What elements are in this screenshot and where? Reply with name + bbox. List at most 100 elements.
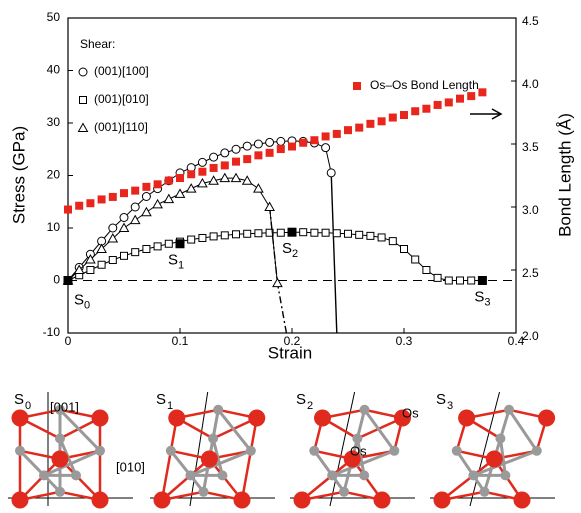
figure: Strain Stress (GPa) Bond Length (Å) Shea… bbox=[0, 0, 581, 513]
panel-sub: 0 bbox=[25, 400, 31, 412]
atom-gray bbox=[217, 470, 227, 480]
y2-axis-label: Bond Length (Å) bbox=[555, 113, 574, 237]
marker bbox=[412, 256, 419, 263]
atom-gray bbox=[500, 470, 510, 480]
marker bbox=[109, 224, 117, 232]
atom-red bbox=[374, 492, 391, 509]
atom-red bbox=[12, 492, 29, 509]
marker bbox=[132, 249, 139, 256]
marker bbox=[389, 238, 396, 245]
atom-gray bbox=[185, 470, 195, 480]
marker bbox=[131, 203, 139, 211]
marker bbox=[310, 136, 318, 144]
panel-note: Os bbox=[350, 443, 367, 458]
state-sub: 1 bbox=[178, 260, 184, 272]
y-axis-label: Stress (GPa) bbox=[9, 126, 28, 224]
marker bbox=[154, 243, 161, 250]
panel-label: S bbox=[436, 391, 446, 408]
y-tick-label: 30 bbox=[47, 115, 61, 129]
atom-gray bbox=[213, 405, 223, 415]
atom-gray bbox=[495, 434, 505, 444]
marker bbox=[353, 82, 361, 90]
y2-tick-label: 4.5 bbox=[522, 14, 539, 28]
panel-sub: 1 bbox=[167, 400, 173, 412]
marker bbox=[232, 145, 240, 153]
fracture-line bbox=[331, 173, 337, 333]
atom-gray bbox=[309, 446, 319, 456]
y2-tick-label: 4.0 bbox=[522, 77, 539, 91]
atom-gray bbox=[468, 470, 478, 480]
atom-gray bbox=[359, 470, 369, 480]
atom-gray bbox=[327, 470, 337, 480]
atom-gray bbox=[479, 487, 489, 497]
atom-red bbox=[52, 451, 69, 468]
atom-red bbox=[92, 492, 109, 509]
marker bbox=[254, 184, 263, 192]
state-point bbox=[64, 276, 73, 285]
y2-tick-label: 3.0 bbox=[522, 203, 539, 217]
atom-gray bbox=[532, 446, 542, 456]
legend-label: (001)[010] bbox=[94, 92, 149, 106]
state-point bbox=[176, 239, 185, 248]
marker bbox=[255, 230, 262, 237]
marker bbox=[467, 92, 475, 100]
marker bbox=[198, 168, 206, 176]
marker bbox=[422, 105, 430, 113]
marker bbox=[142, 208, 151, 216]
state-label: S bbox=[74, 291, 84, 308]
state-point bbox=[478, 276, 487, 285]
marker bbox=[153, 200, 162, 208]
panel-sub: 3 bbox=[447, 400, 453, 412]
marker bbox=[221, 232, 228, 239]
marker bbox=[80, 97, 87, 104]
y2-tick-label: 2.0 bbox=[522, 329, 539, 343]
marker bbox=[445, 277, 452, 284]
x-tick-label: 0 bbox=[65, 334, 72, 348]
atom-red bbox=[168, 410, 185, 427]
marker bbox=[411, 107, 419, 115]
marker bbox=[121, 252, 128, 259]
marker bbox=[244, 230, 251, 237]
marker bbox=[378, 117, 386, 125]
state-sub: 2 bbox=[292, 248, 298, 260]
marker bbox=[333, 130, 341, 138]
marker bbox=[221, 149, 229, 157]
atom-gray bbox=[166, 446, 176, 456]
marker bbox=[378, 234, 385, 241]
marker bbox=[434, 274, 441, 281]
marker bbox=[367, 232, 374, 239]
marker bbox=[198, 158, 206, 166]
atom-red bbox=[314, 410, 331, 427]
y-tick-label: 20 bbox=[47, 168, 61, 182]
atom-gray bbox=[504, 405, 514, 415]
marker bbox=[333, 230, 340, 237]
marker bbox=[187, 170, 195, 178]
marker bbox=[345, 230, 352, 237]
state-point bbox=[288, 228, 297, 237]
panel-label: S bbox=[296, 391, 306, 408]
marker bbox=[400, 111, 408, 119]
marker bbox=[445, 98, 453, 106]
atom-red bbox=[201, 451, 218, 468]
marker bbox=[265, 203, 274, 211]
atom-red bbox=[294, 492, 311, 509]
marker bbox=[254, 151, 262, 159]
marker bbox=[457, 277, 464, 284]
marker bbox=[322, 144, 330, 152]
marker bbox=[266, 138, 274, 146]
marker bbox=[355, 124, 363, 132]
marker bbox=[232, 158, 240, 166]
atom-gray bbox=[246, 446, 256, 456]
y-tick-label: 40 bbox=[47, 63, 61, 77]
marker bbox=[423, 267, 430, 274]
marker bbox=[176, 189, 185, 197]
structure-panel: S1 bbox=[150, 391, 275, 509]
atom-red bbox=[458, 410, 475, 427]
state-sub: 0 bbox=[84, 299, 90, 311]
atom-gray bbox=[55, 487, 65, 497]
marker bbox=[344, 126, 352, 134]
atom-gray bbox=[71, 470, 81, 480]
panel-note: [001] bbox=[50, 399, 79, 414]
marker bbox=[154, 180, 162, 188]
atom-gray bbox=[39, 470, 49, 480]
